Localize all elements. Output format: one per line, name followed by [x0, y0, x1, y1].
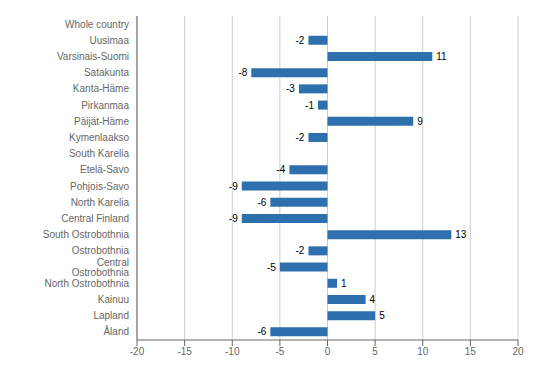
svg-text:-9: -9: [229, 213, 238, 224]
svg-text:-2: -2: [296, 245, 305, 256]
svg-text:13: 13: [455, 229, 467, 240]
svg-text:-9: -9: [229, 181, 238, 192]
svg-text:Åland: Åland: [103, 325, 129, 337]
svg-text:-10: -10: [225, 346, 240, 357]
svg-text:-1: -1: [305, 100, 314, 111]
svg-text:1: 1: [341, 278, 347, 289]
svg-text:-8: -8: [238, 67, 247, 78]
svg-text:20: 20: [512, 346, 524, 357]
svg-text:-5: -5: [267, 262, 276, 273]
svg-text:Pirkanmaa: Pirkanmaa: [81, 100, 129, 111]
svg-text:Etelä-Savo: Etelä-Savo: [80, 164, 129, 175]
svg-text:Lapland: Lapland: [93, 310, 129, 321]
svg-text:4: 4: [370, 294, 376, 305]
svg-text:-5: -5: [275, 346, 284, 357]
svg-text:10: 10: [417, 346, 429, 357]
svg-text:Ostrobothnia: Ostrobothnia: [72, 245, 130, 256]
svg-text:9: 9: [417, 116, 423, 127]
svg-text:Kymenlaakso: Kymenlaakso: [69, 132, 129, 143]
svg-text:Varsinais-Suomi: Varsinais-Suomi: [57, 51, 129, 62]
svg-text:North Ostrobothnia: North Ostrobothnia: [45, 278, 130, 289]
svg-text:-6: -6: [257, 326, 266, 337]
svg-text:CentralOstrobothnia: CentralOstrobothnia: [72, 257, 130, 278]
svg-text:Uusimaa: Uusimaa: [90, 35, 130, 46]
svg-text:Satakunta: Satakunta: [84, 67, 129, 78]
svg-text:-15: -15: [177, 346, 192, 357]
svg-text:11: 11: [436, 51, 447, 62]
svg-text:Central Finland: Central Finland: [61, 213, 129, 224]
svg-text:0: 0: [325, 346, 331, 357]
svg-text:-4: -4: [276, 164, 285, 175]
svg-text:North Karelia: North Karelia: [71, 197, 130, 208]
svg-text:Päijät-Häme: Päijät-Häme: [74, 116, 129, 127]
svg-text:Kainuu: Kainuu: [98, 294, 129, 305]
svg-text:South Ostrobothnia: South Ostrobothnia: [43, 229, 130, 240]
svg-text:5: 5: [379, 310, 385, 321]
svg-text:-20: -20: [130, 346, 145, 357]
svg-text:-2: -2: [296, 35, 305, 46]
svg-text:5: 5: [372, 346, 378, 357]
svg-text:Kanta-Häme: Kanta-Häme: [73, 83, 130, 94]
svg-text:-2: -2: [296, 132, 305, 143]
svg-text:-6: -6: [257, 197, 266, 208]
svg-text:Whole country: Whole country: [65, 19, 129, 30]
svg-text:-3: -3: [286, 83, 295, 94]
svg-text:Pohjois-Savo: Pohjois-Savo: [70, 181, 129, 192]
svg-text:15: 15: [465, 346, 477, 357]
svg-text:South Karelia: South Karelia: [69, 148, 129, 159]
